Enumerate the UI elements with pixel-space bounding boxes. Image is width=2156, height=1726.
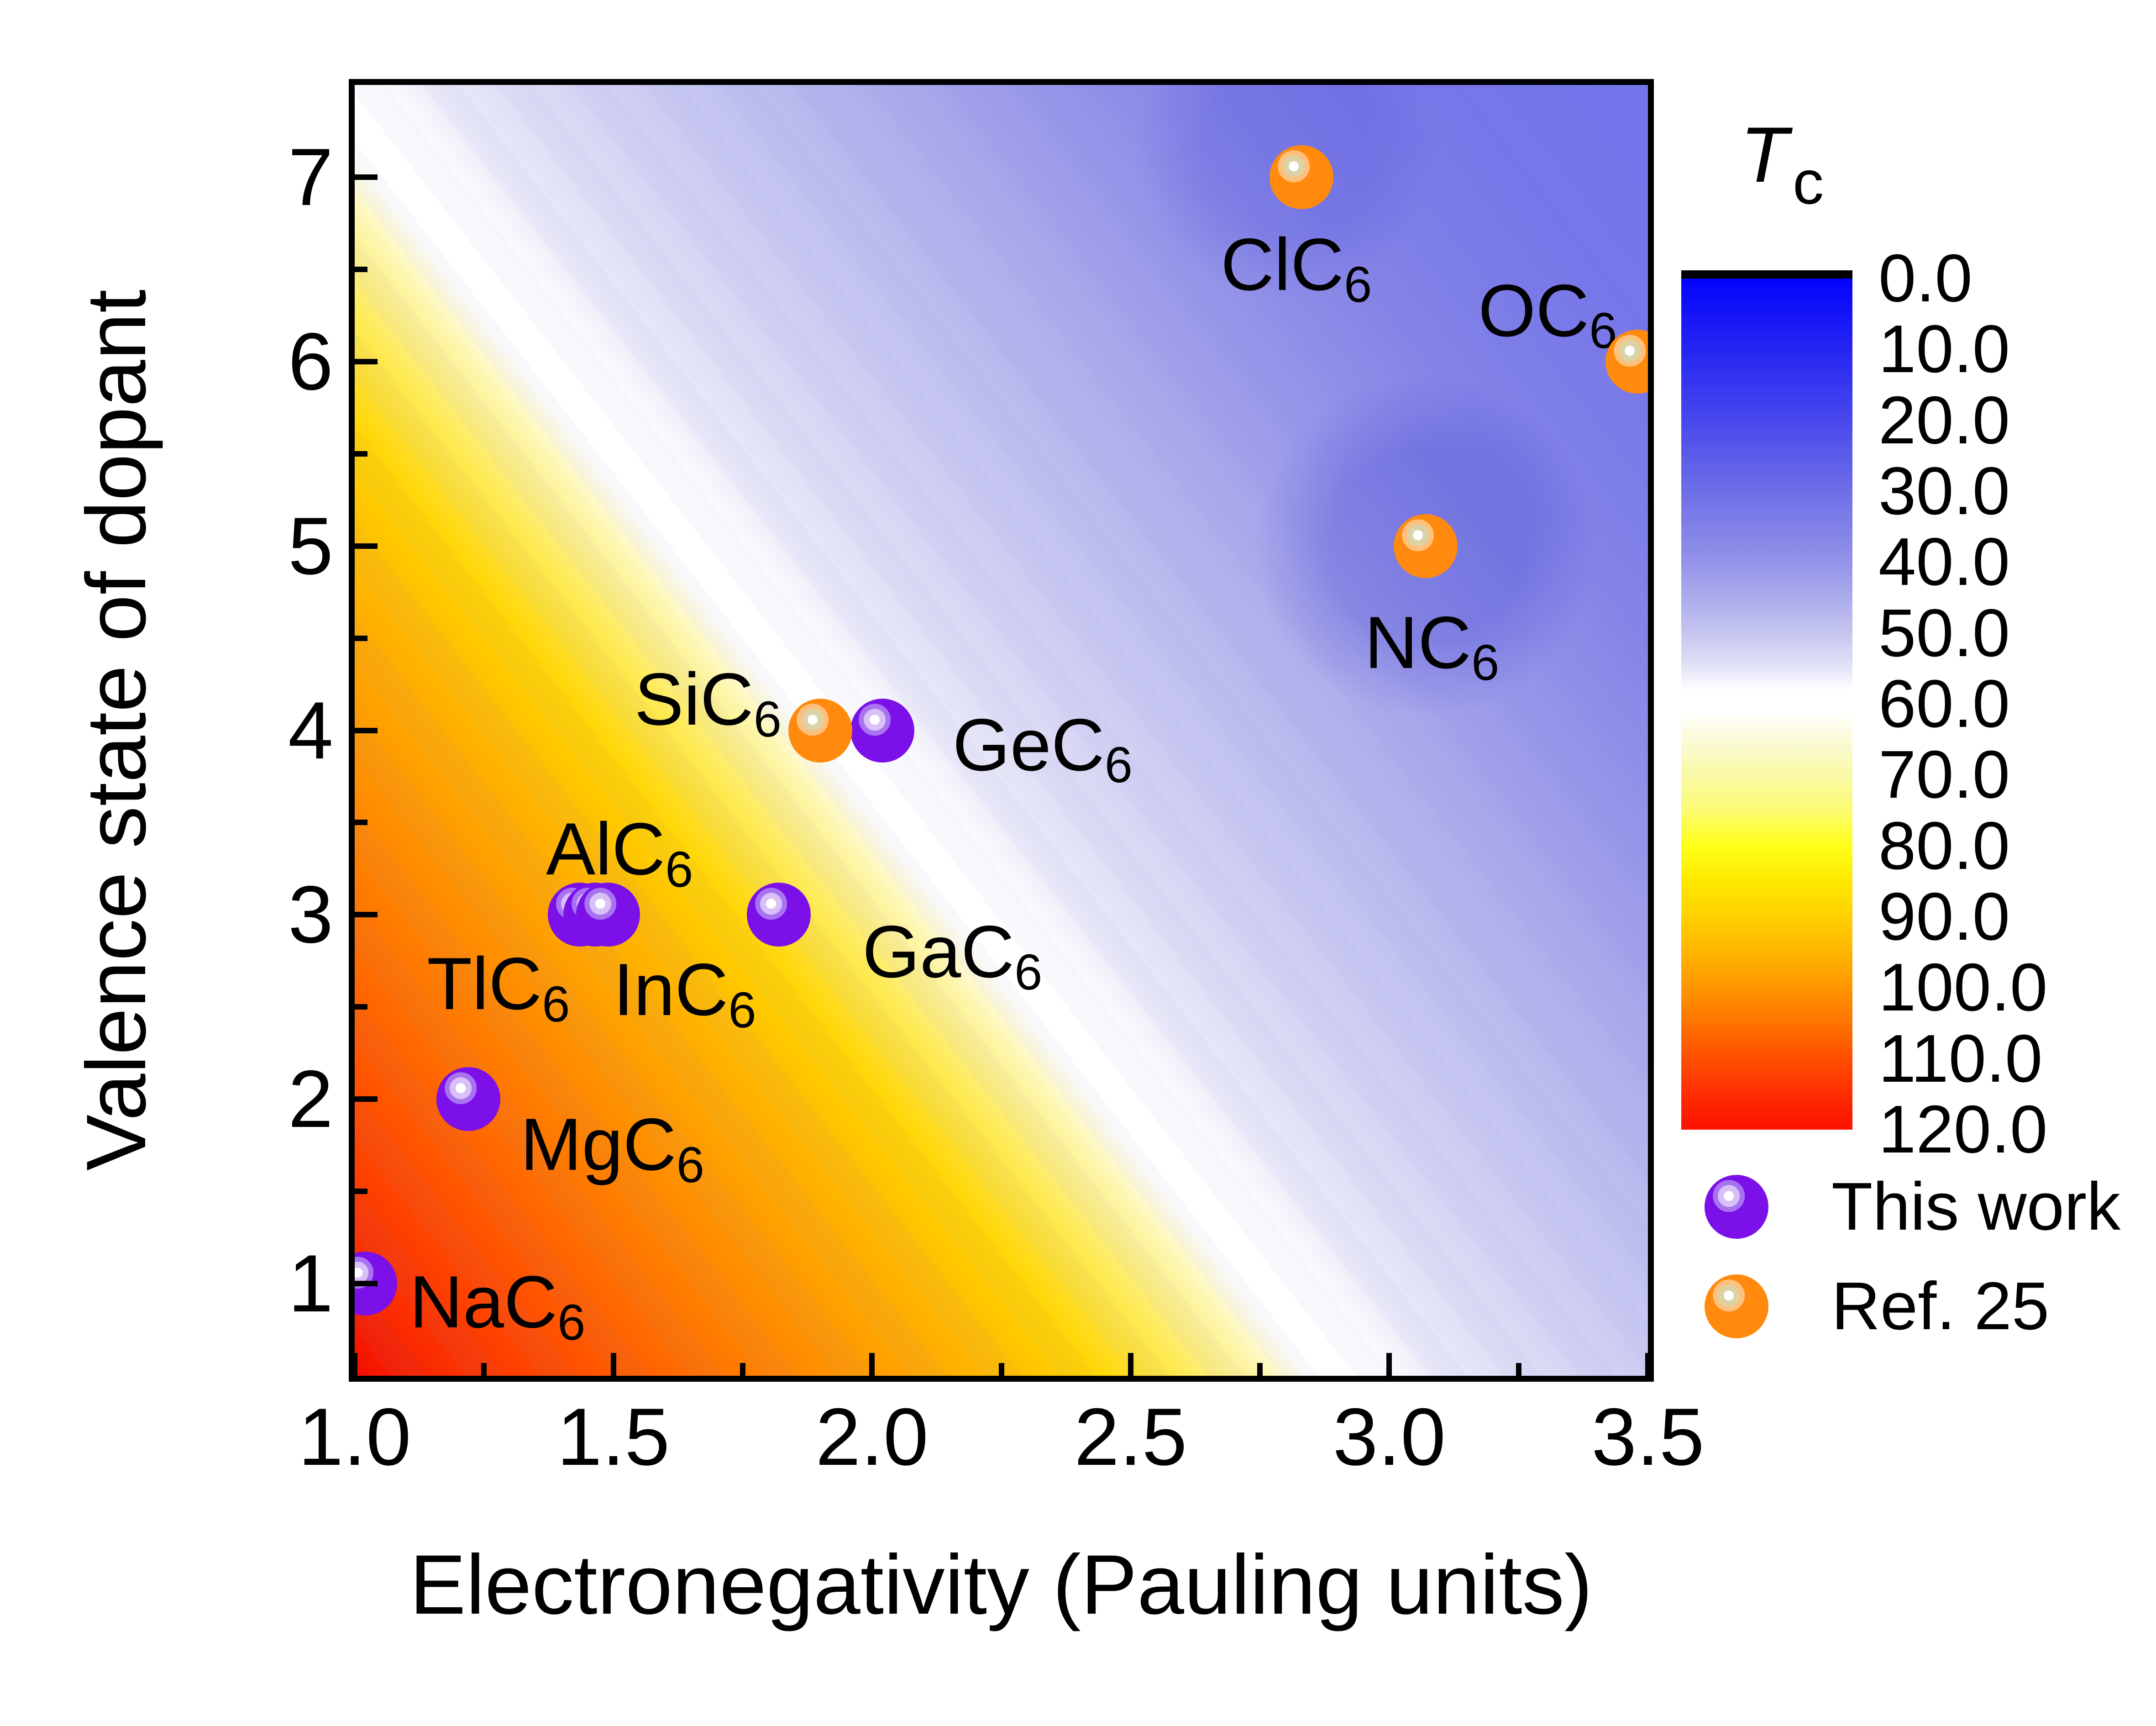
legend-label-ref-25: Ref. 25: [1831, 1268, 2050, 1344]
colorbar-title: Tc: [1740, 110, 1824, 217]
y-major-tick: [355, 1281, 378, 1287]
point-label-NaC6: NaC6: [409, 1261, 586, 1351]
point-label-SiC6: SiC6: [634, 658, 782, 747]
colorbar-tick-label-50.0: 50.0: [1878, 595, 2010, 671]
colorbar-tick-label-120.0: 120.0: [1878, 1092, 2048, 1167]
contour-banding-overlay: [355, 85, 1648, 1376]
colorbar-tick-label-100.0: 100.0: [1878, 950, 2048, 1026]
x-minor-tick: [1516, 1363, 1521, 1376]
colorbar: [1681, 279, 1852, 1130]
plot-area: NaC6 MgC6 TlC6 InC6 AlC6 GaC6 GeC6 SiC6 ClC6 NC6 O…: [355, 85, 1648, 1376]
colorbar-tick-label-110.0: 110.0: [1878, 1021, 2043, 1096]
plot-frame: NaC6 MgC6 TlC6 InC6 AlC6 GaC6 GeC6 SiC6 ClC6 NC6 O…: [349, 79, 1654, 1382]
colorbar-tick-label-90.0: 90.0: [1878, 879, 2010, 954]
y-tick-label-7: 7: [288, 131, 333, 222]
data-point-GeC6: [850, 698, 914, 763]
y-tick-label-3: 3: [288, 869, 333, 960]
y-tick-label-6: 6: [288, 316, 333, 407]
y-tick-label-2: 2: [288, 1053, 333, 1145]
point-label-TlC6: TlC6: [427, 942, 570, 1032]
x-major-tick: [1128, 1353, 1133, 1376]
x-tick-label-1.5: 1.5: [556, 1391, 670, 1482]
colorbar-tick-label-40.0: 40.0: [1878, 524, 2010, 600]
y-minor-tick: [355, 820, 367, 826]
y-minor-tick: [355, 451, 367, 457]
x-tick-label-3.5: 3.5: [1591, 1391, 1705, 1482]
x-major-tick: [610, 1353, 616, 1376]
legend-label-this-work: This work: [1831, 1169, 2121, 1244]
x-axis-title: Electronegativity (Pauling units): [409, 1538, 1593, 1632]
y-major-tick: [355, 912, 378, 918]
point-label-InC6: InC6: [613, 948, 756, 1038]
y-tick-label-5: 5: [288, 500, 333, 591]
data-point-NC6: [1393, 514, 1458, 578]
y-major-tick: [355, 174, 378, 180]
legend-marker-ref-25: [1705, 1274, 1768, 1338]
y-axis-title: Valence state of dopant: [69, 289, 163, 1171]
x-tick-label-2.5: 2.5: [1074, 1391, 1187, 1482]
point-label-GeC6: GeC6: [952, 703, 1133, 793]
x-tick-label-2.0: 2.0: [815, 1391, 928, 1482]
colorbar-tick-label-10.0: 10.0: [1878, 311, 2010, 387]
data-point-MgC6: [436, 1067, 501, 1131]
point-label-AlC6: AlC6: [546, 808, 693, 898]
x-tick-label-1.0: 1.0: [298, 1391, 411, 1482]
data-point-GaC6: [747, 883, 811, 947]
data-point-SiC6: [788, 698, 852, 763]
x-minor-tick: [998, 1363, 1004, 1376]
y-tick-label-4: 4: [288, 684, 333, 776]
y-tick-label-1: 1: [288, 1238, 333, 1329]
colorbar-tick-label-70.0: 70.0: [1878, 737, 2010, 813]
point-label-NC6: NC6: [1364, 601, 1500, 691]
point-label-OC6: OC6: [1478, 269, 1617, 359]
legend-marker-this-work: [1705, 1175, 1768, 1239]
colorbar-title-symbol: T: [1740, 111, 1789, 199]
y-minor-tick: [355, 266, 367, 272]
colorbar-tick-label-20.0: 20.0: [1878, 382, 2010, 458]
x-major-tick: [355, 1353, 357, 1376]
x-major-tick: [1645, 1353, 1648, 1376]
x-major-tick: [1386, 1353, 1392, 1376]
data-point-AlC6: [576, 883, 640, 947]
y-minor-tick: [355, 1004, 367, 1010]
y-major-tick: [355, 727, 378, 733]
point-label-ClC6: ClC6: [1221, 223, 1372, 313]
colorbar-tick-label-60.0: 60.0: [1878, 666, 2010, 742]
x-minor-tick: [481, 1363, 487, 1376]
x-major-tick: [869, 1353, 875, 1376]
colorbar-tick-label-30.0: 30.0: [1878, 453, 2010, 529]
y-major-tick: [355, 543, 378, 549]
colorbar-title-subscript: c: [1793, 147, 1824, 217]
point-label-GaC6: GaC6: [862, 910, 1043, 1000]
x-tick-label-3.0: 3.0: [1332, 1391, 1446, 1482]
x-minor-tick: [1257, 1363, 1263, 1376]
x-minor-tick: [740, 1363, 745, 1376]
colorbar-top-border: [1681, 270, 1852, 279]
data-point-ClC6: [1269, 145, 1333, 209]
y-major-tick: [355, 358, 378, 364]
colorbar-tick-label-0.0: 0.0: [1878, 241, 1972, 316]
point-label-MgC6: MgC6: [520, 1103, 704, 1193]
y-minor-tick: [355, 635, 367, 641]
colorbar-tick-label-80.0: 80.0: [1878, 808, 2010, 884]
y-major-tick: [355, 1096, 378, 1102]
y-minor-tick: [355, 1189, 367, 1195]
contour-surface: [355, 85, 1648, 1376]
